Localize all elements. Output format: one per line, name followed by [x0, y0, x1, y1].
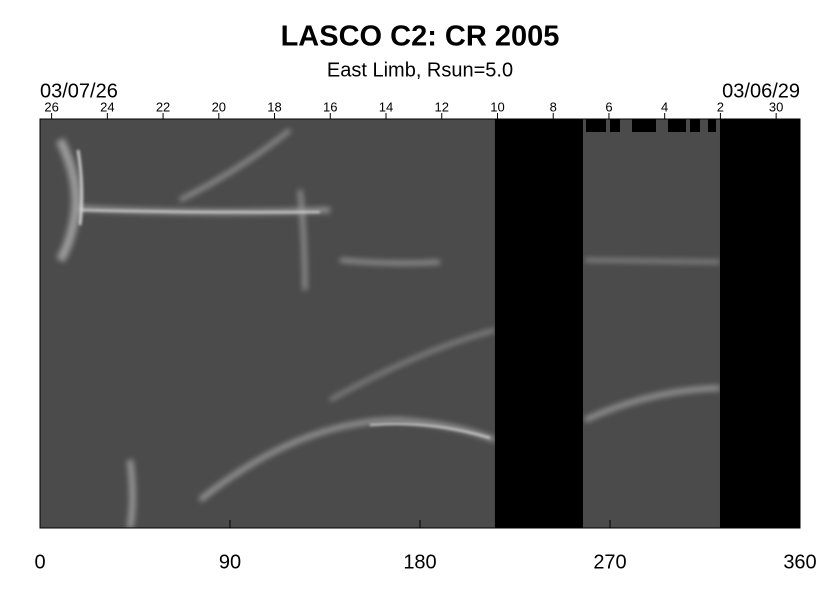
- x-tick-label: 180: [403, 551, 436, 573]
- top-tick-label: 14: [379, 99, 393, 114]
- chart-title: LASCO C2: CR 2005: [281, 21, 560, 53]
- top-tick-label: 6: [605, 99, 612, 114]
- top-gaps: [586, 119, 716, 132]
- top-tick-label: 8: [550, 99, 557, 114]
- top-tick-label: 2: [717, 99, 724, 114]
- image-background: [40, 119, 800, 528]
- top-tick-label: 26: [44, 99, 58, 114]
- x-tick-label: 360: [783, 551, 816, 573]
- data-gap: [719, 119, 800, 528]
- end-date: 03/06/29: [722, 80, 800, 102]
- top-tick-label: 12: [435, 99, 449, 114]
- chart-subtitle: East Limb, Rsun=5.0: [327, 59, 513, 81]
- x-tick-label: 90: [219, 551, 241, 573]
- top-tick-label: 18: [267, 99, 281, 114]
- top-tick-label: 10: [490, 99, 504, 114]
- data-gap: [494, 119, 583, 528]
- top-tick-label: 22: [156, 99, 170, 114]
- top-tick-label: 16: [323, 99, 337, 114]
- image: [40, 119, 800, 528]
- bright-features: [76, 149, 491, 439]
- top-tick-label: 4: [661, 99, 668, 114]
- top-tick-label: 20: [212, 99, 226, 114]
- top-tick-label: 30: [769, 99, 783, 114]
- x-tick-label: 270: [593, 551, 626, 573]
- start-date: 03/07/26: [40, 80, 118, 102]
- x-tick-label: 0: [34, 551, 45, 573]
- top-tick-label: 24: [100, 99, 114, 114]
